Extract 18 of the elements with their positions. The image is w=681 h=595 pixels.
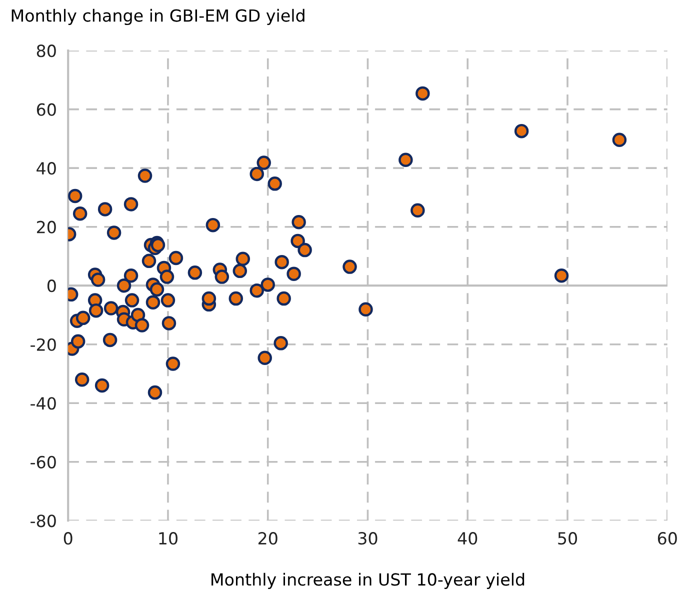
y-tick-label: -40 bbox=[30, 397, 56, 410]
y-tick-label: 0 bbox=[47, 280, 56, 292]
y-tick-label: -60 bbox=[30, 456, 56, 468]
x-tick-label: 10 bbox=[159, 532, 178, 545]
y-tick-label: 60 bbox=[36, 103, 56, 116]
y-tick-label: 80 bbox=[36, 44, 56, 58]
x-tick-label: 0 bbox=[64, 532, 72, 545]
x-axis-title: Monthly increase in UST 10-year yield bbox=[212, 572, 524, 589]
x-tick-label: 60 bbox=[658, 532, 677, 545]
y-tick-label: 20 bbox=[37, 220, 56, 234]
y-tick-label: -20 bbox=[30, 338, 56, 351]
x-tick-label: 20 bbox=[258, 532, 278, 545]
y-tick-label: -80 bbox=[30, 514, 56, 528]
x-tick-label: 30 bbox=[358, 532, 378, 545]
x-tick-label: 40 bbox=[458, 532, 478, 545]
y-tick-label: 40 bbox=[36, 162, 56, 175]
x-tick-label: 50 bbox=[558, 532, 577, 545]
y-axis-title: Monthly change in GBI-EM GD yield bbox=[12, 8, 304, 26]
